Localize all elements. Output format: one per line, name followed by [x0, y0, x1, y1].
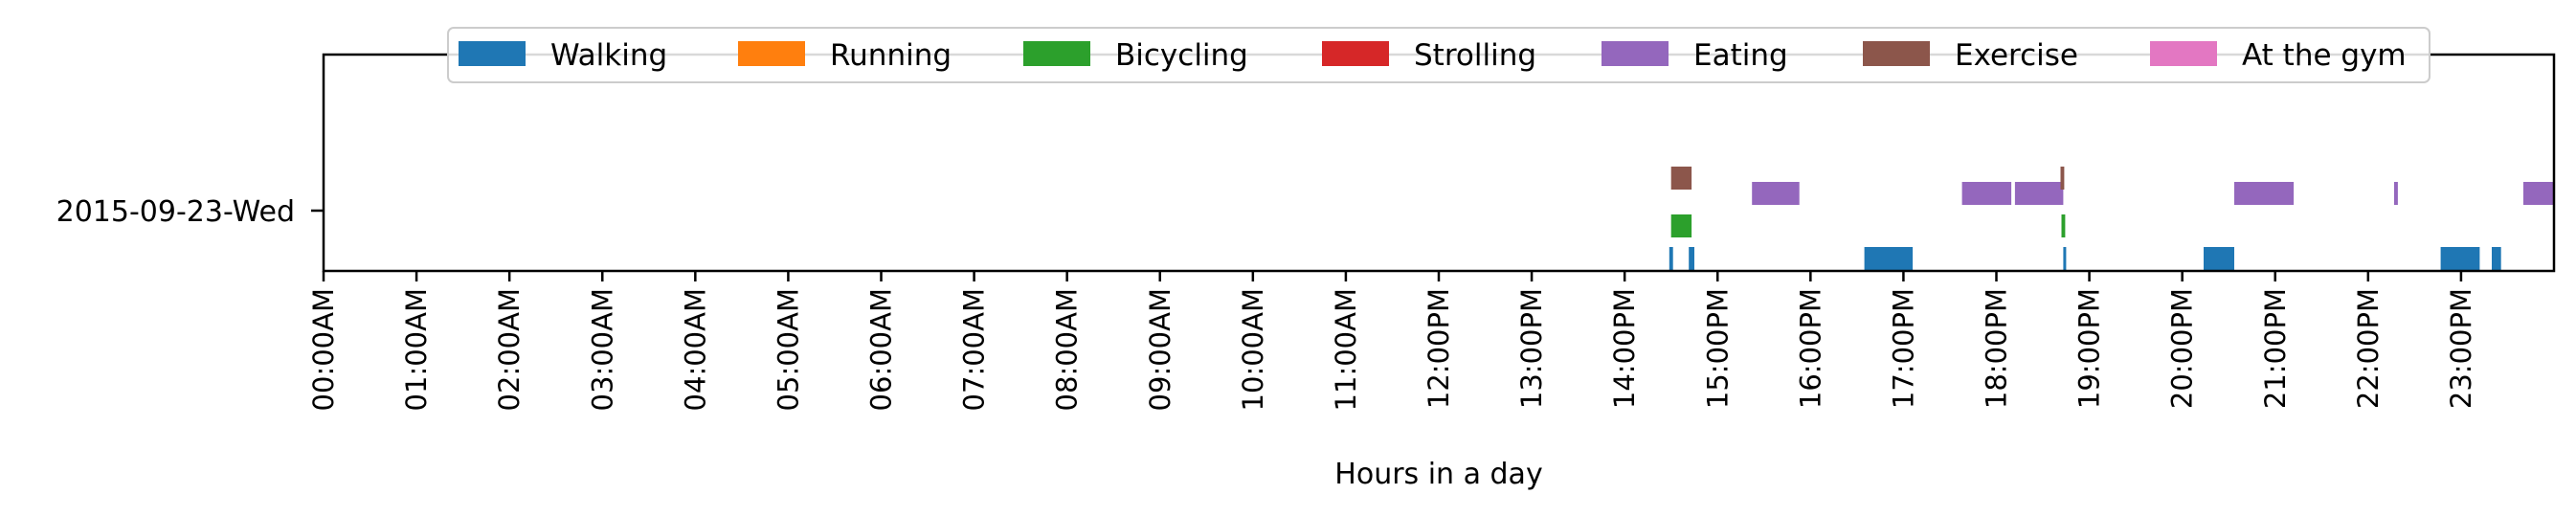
legend-label-eating: Eating — [1693, 38, 1788, 73]
x-tick-label-18: 18:00PM — [1981, 288, 2013, 409]
x-tick-label-9: 09:00AM — [1144, 288, 1176, 411]
x-tick-label-23: 23:00PM — [2445, 288, 2477, 409]
bar-eating-5 — [2523, 182, 2554, 205]
bar-exercise-1 — [2060, 167, 2065, 190]
x-tick-label-10: 10:00AM — [1237, 288, 1269, 411]
legend-label-running: Running — [830, 38, 952, 73]
legend-label-strolling: Strolling — [1414, 38, 1536, 73]
bar-walking-6 — [2492, 247, 2501, 270]
x-tick-label-7: 07:00AM — [958, 288, 991, 411]
x-tick-label-12: 12:00PM — [1422, 288, 1455, 409]
x-tick-label-13: 13:00PM — [1515, 288, 1548, 409]
bar-walking-0 — [1669, 247, 1673, 270]
x-tick-label-20: 20:00PM — [2166, 288, 2199, 409]
x-tick-label-21: 21:00PM — [2259, 288, 2292, 409]
bar-exercise-0 — [1670, 167, 1692, 190]
legend-label-walking: Walking — [550, 38, 667, 73]
legend-swatch-strolling — [1322, 41, 1389, 66]
bar-bicycling-1 — [2061, 214, 2066, 237]
legend-swatch-exercise — [1863, 41, 1930, 66]
bar-walking-5 — [2440, 247, 2480, 270]
x-tick-label-11: 11:00AM — [1330, 288, 1362, 411]
legend-swatch-eating — [1602, 41, 1669, 66]
legend-swatch-at-the-gym — [2150, 41, 2217, 66]
bar-walking-1 — [1689, 247, 1694, 270]
activity-bars — [1669, 167, 2554, 270]
legend: Walking Running Bicycling Strolling Eating Ex… — [447, 27, 2430, 83]
legend-label-bicycling: Bicycling — [1115, 38, 1248, 73]
x-tick-label-0: 00:00AM — [307, 288, 340, 411]
y-tick-label: 2015-09-23-Wed — [56, 195, 295, 229]
bar-bicycling-0 — [1670, 214, 1692, 237]
x-axis-ticks: 00:00AM 01:00AM 02:00AM 03:00AM 04:00AM 05:00… — [307, 271, 2477, 411]
x-tick-label-14: 14:00PM — [1608, 288, 1641, 409]
x-tick-label-2: 02:00AM — [493, 288, 526, 411]
x-tick-label-4: 04:00AM — [679, 288, 711, 411]
x-tick-label-5: 05:00AM — [772, 288, 804, 411]
x-tick-label-17: 17:00PM — [1887, 288, 1919, 409]
bar-eating-2 — [2014, 182, 2064, 205]
legend-box — [447, 27, 2430, 83]
plot-frame — [322, 53, 2556, 273]
bar-eating-1 — [1961, 182, 2012, 205]
x-axis-label: Hours in a day — [1334, 458, 1542, 491]
x-tick-label-3: 03:00AM — [586, 288, 618, 411]
legend-label-exercise: Exercise — [1955, 38, 2078, 73]
x-tick-label-22: 22:00PM — [2352, 288, 2385, 409]
bar-eating-3 — [2234, 182, 2295, 205]
bar-walking-4 — [2204, 247, 2234, 270]
legend-swatch-running — [738, 41, 805, 66]
y-axis-tick: 2015-09-23-Wed — [56, 195, 324, 229]
bar-walking-2 — [1864, 247, 1914, 270]
x-tick-label-1: 01:00AM — [400, 288, 433, 411]
x-tick-label-16: 16:00PM — [1794, 288, 1826, 409]
x-tick-label-8: 08:00AM — [1051, 288, 1084, 411]
legend-swatch-bicycling — [1023, 41, 1090, 66]
bar-eating-4 — [2394, 182, 2398, 205]
bar-eating-0 — [1752, 182, 1800, 205]
legend-label-at-the-gym: At the gym — [2242, 38, 2407, 73]
x-tick-label-19: 19:00PM — [2073, 288, 2106, 409]
x-tick-label-6: 06:00AM — [865, 288, 898, 411]
x-tick-label-15: 15:00PM — [1701, 288, 1734, 409]
bar-walking-3 — [2063, 247, 2067, 270]
legend-swatch-walking — [459, 41, 526, 66]
